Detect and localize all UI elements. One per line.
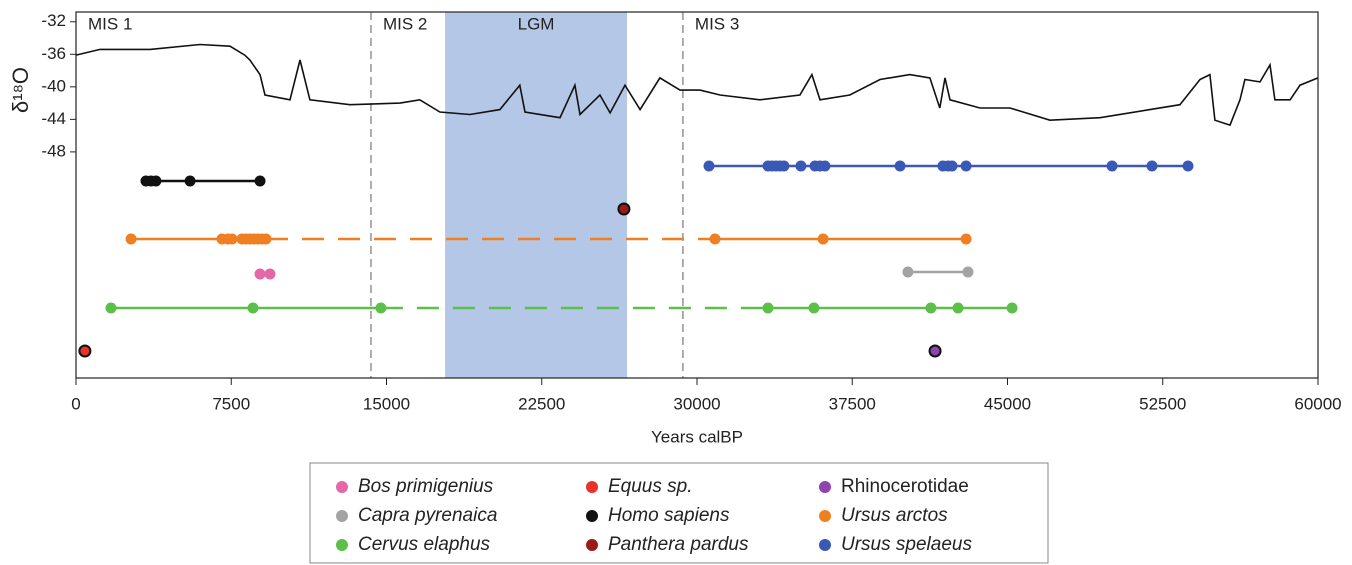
isotope-curve [75,43,1319,127]
legend-label: Ursus arctos [841,505,948,526]
date-point [709,233,721,245]
x-tick-label: 37500 [829,394,876,413]
legend-label: Cervus elaphus [358,534,491,555]
date-point [247,302,259,314]
date-point [1146,160,1158,172]
legend-label: Bos primigenius [358,476,494,497]
legend-swatch [819,510,831,522]
date-point [778,160,790,172]
date-point [928,344,942,358]
x-tick-label: 45000 [984,394,1031,413]
legend-label: Homo sapiens [608,505,730,526]
period-label: MIS 2 [383,14,427,33]
date-point [762,302,774,314]
legend-swatch [586,481,598,493]
date-point [925,302,937,314]
date-point [1106,160,1118,172]
date-point [254,268,266,280]
legend-label: Panthera pardus [608,534,749,555]
date-point [902,266,914,278]
legend-swatch [336,510,348,522]
legend-label: Ursus spelaeus [841,534,972,555]
date-point [946,160,958,172]
lgm-band [445,12,628,378]
date-point [817,233,829,245]
date-point [1182,160,1194,172]
date-point [78,344,92,358]
y-tick-label: -36 [41,44,66,63]
period-label: MIS 3 [695,14,739,33]
legend-swatch [819,481,831,493]
x-tick-label: 7500 [212,394,250,413]
x-tick-label: 22500 [518,394,565,413]
legend-box [309,462,1049,564]
lgm-label: LGM [518,14,555,33]
x-axis-label: Years calBP [651,427,743,446]
x-tick-label: 60000 [1294,394,1341,413]
x-tick-label: 15000 [363,394,410,413]
plot-frame [75,11,1319,379]
y-tick-label: -48 [41,141,66,160]
date-point [795,160,807,172]
x-tick-label: 52500 [1139,394,1186,413]
period-label: MIS 1 [88,14,132,33]
date-point [260,233,272,245]
legend-swatch [819,539,831,551]
legend-swatch [336,481,348,493]
date-point [184,175,196,187]
date-point [703,160,715,172]
date-point [819,160,831,172]
date-point [226,233,238,245]
date-point [962,266,974,278]
legend-label: Rhinocerotidae [841,476,969,497]
legend-swatch [336,539,348,551]
date-point [150,175,162,187]
date-point [960,233,972,245]
legend-label: Equus sp. [608,476,693,497]
legend-label: Capra pyrenaica [358,505,497,526]
date-point [952,302,964,314]
date-point [125,233,137,245]
x-tick-label: 0 [71,394,80,413]
date-point [894,160,906,172]
y-tick-label: -40 [41,76,66,95]
y-axis-label: δ¹⁸O [8,67,33,113]
x-tick-label: 30000 [673,394,720,413]
date-point [808,302,820,314]
legend-swatch [586,539,598,551]
date-point [1006,302,1018,314]
y-tick-label: -44 [41,109,66,128]
legend-swatch [586,510,598,522]
date-point [617,202,631,216]
date-point [105,302,117,314]
date-point [960,160,972,172]
y-tick-label: -32 [41,11,66,30]
date-point [264,268,276,280]
date-point [254,175,266,187]
date-point [375,302,387,314]
